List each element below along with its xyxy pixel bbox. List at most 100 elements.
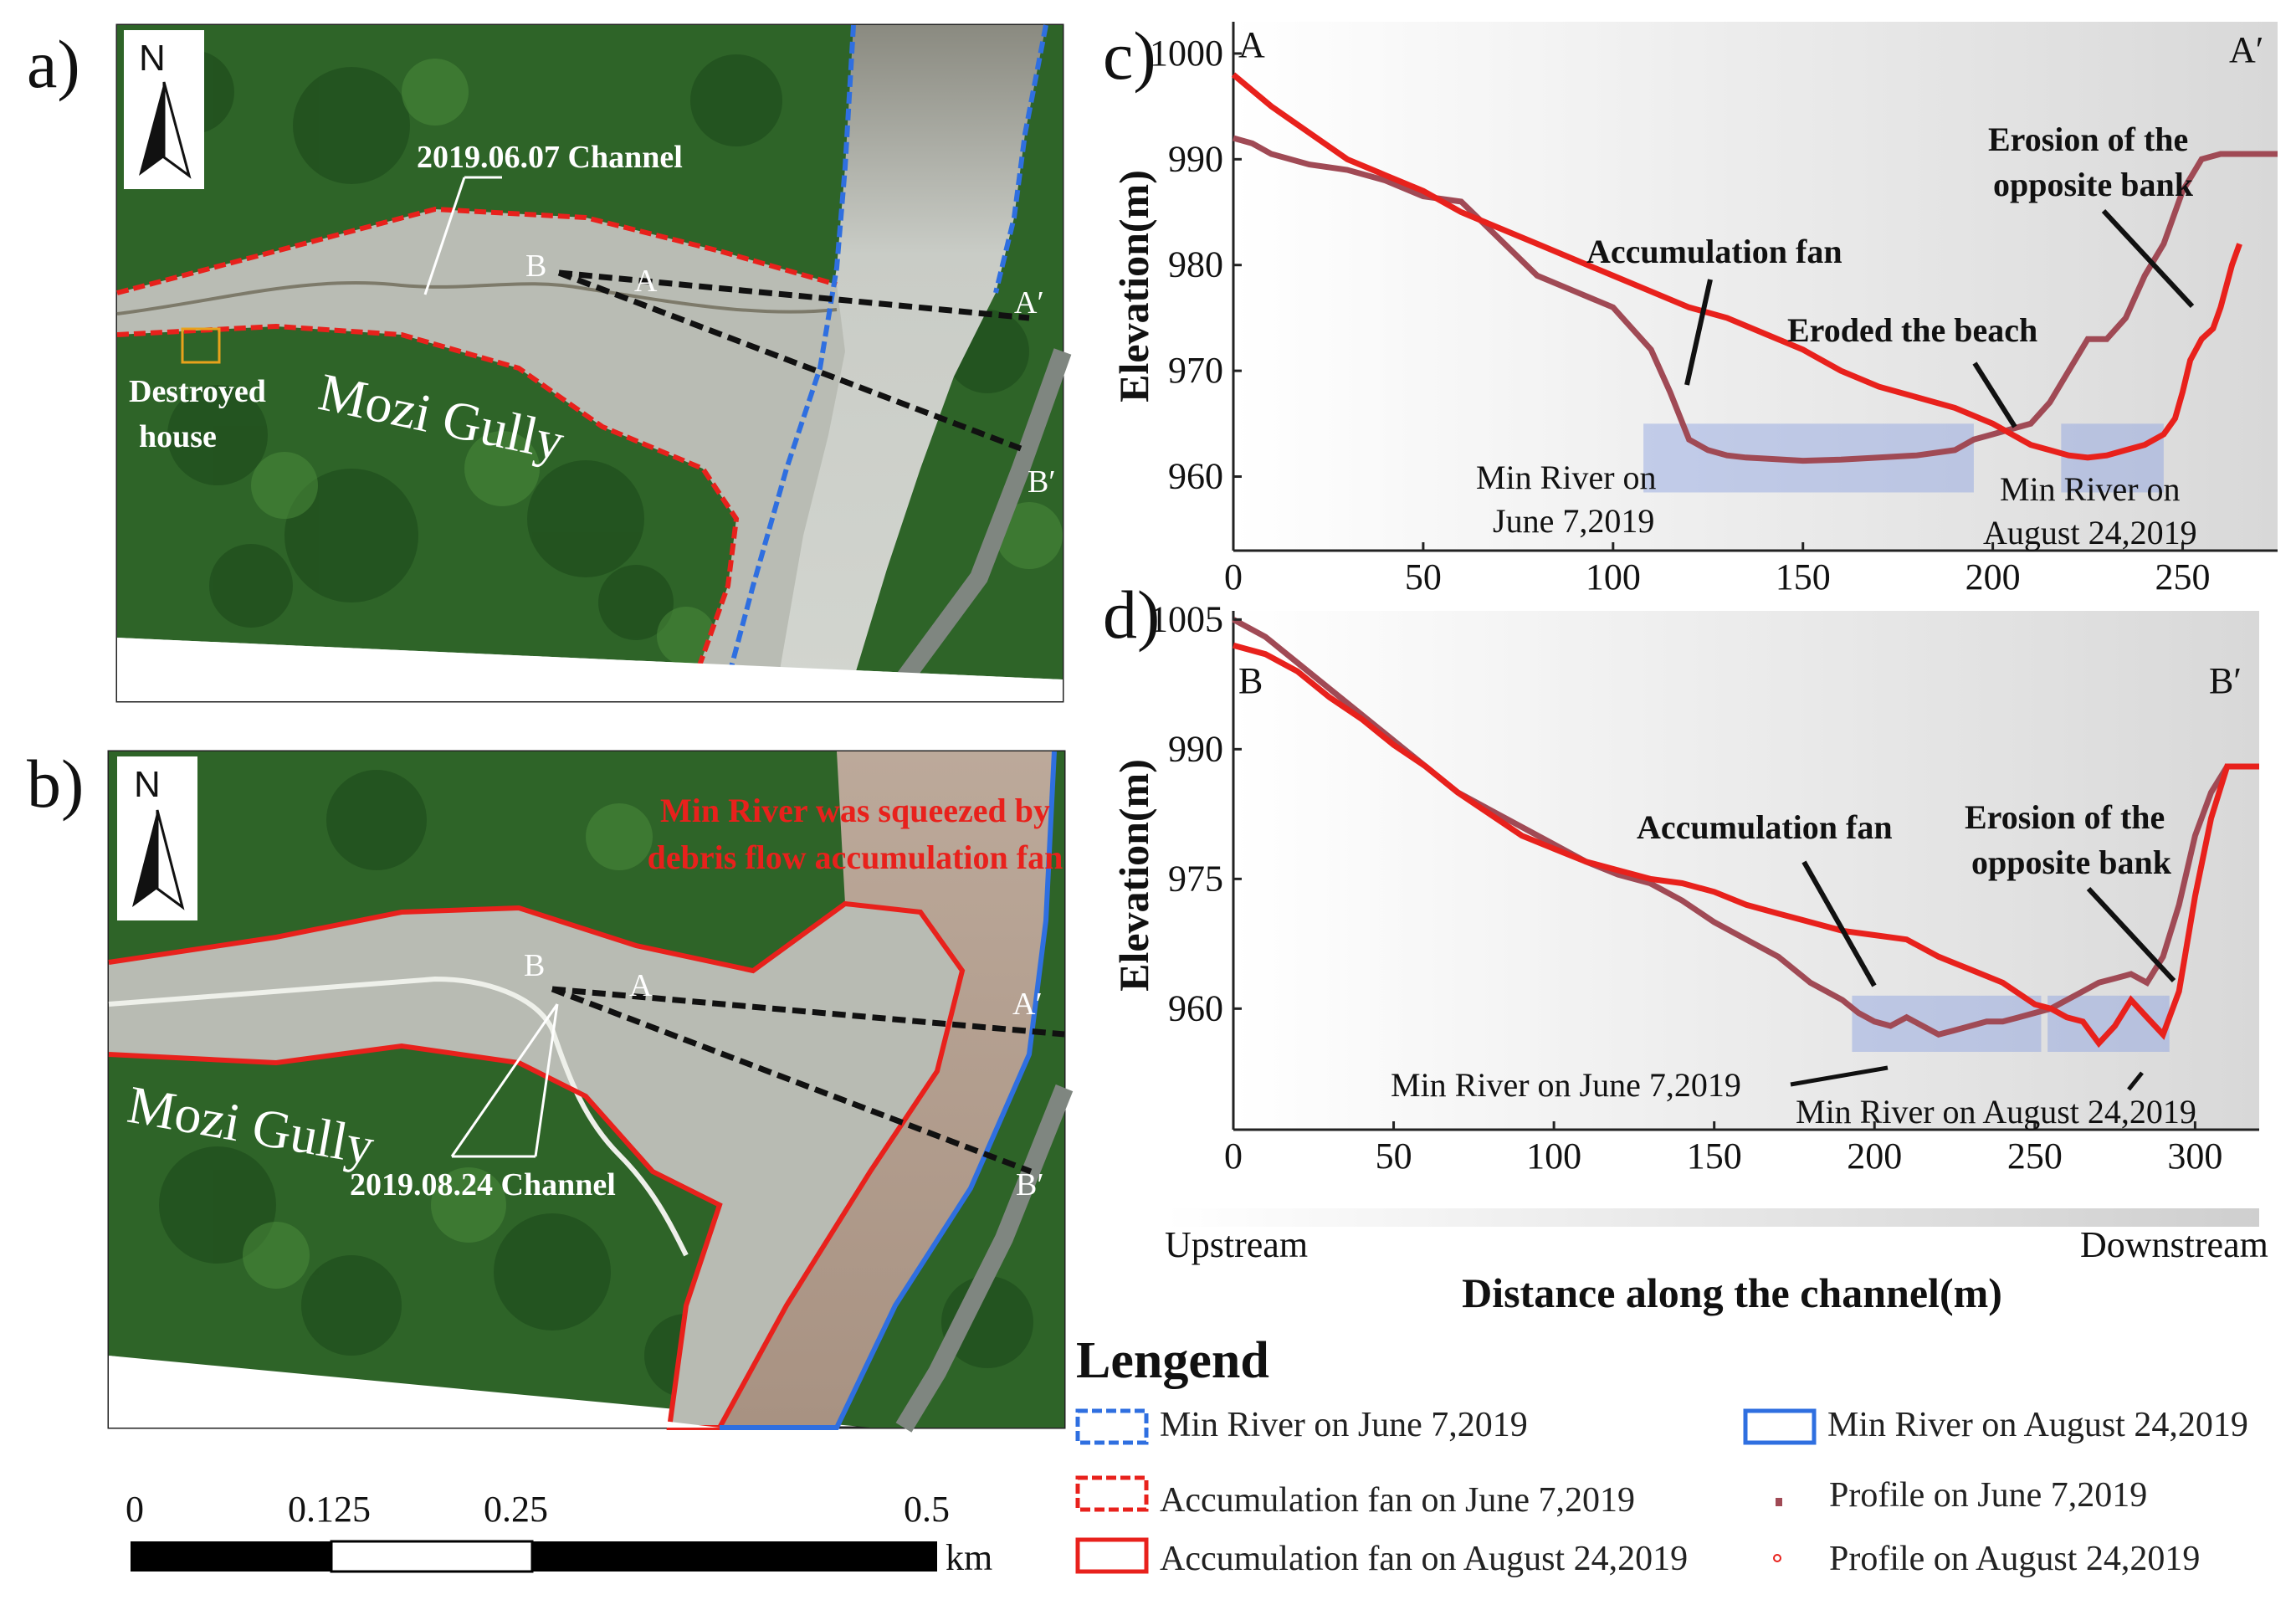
map-a-fan-boundary: [116, 206, 838, 682]
chart-c-anno-june-1: Min River on: [1476, 459, 1657, 496]
chart-c-anno-beach-pointer: [1972, 361, 2017, 428]
chart-d-anno-erosion-1: Erosion of the: [1965, 798, 2165, 836]
chart-c-series-june: [1233, 135, 2278, 464]
d-y-tick-label: 990: [1168, 728, 1223, 769]
chart-d-anno-aug: Min River on August 24,2019: [1796, 1093, 2196, 1131]
scale-seg-1: [131, 1541, 331, 1572]
c-y-tick-label: 970: [1168, 350, 1223, 391]
d-x-tick-label: 0: [1224, 1136, 1243, 1177]
chart-c-plot-bg: [1233, 22, 2278, 551]
chart-c-ylabel: Elevation(m): [1110, 170, 1157, 402]
map-b-squeeze-line-1: Min River was squeezed by: [660, 792, 1050, 829]
map-a-forest-light: [251, 59, 1063, 665]
chart-d-end-label: B′: [2209, 660, 2242, 701]
legend-title: Lengend: [1076, 1332, 1269, 1389]
legend-label-2: Accumulation fan on June 7,2019: [1160, 1481, 1635, 1520]
c-y-tick-label: 980: [1168, 244, 1223, 285]
chart-d-anno-june-pointer: [1790, 1065, 1889, 1087]
map-b-forest-light: [243, 803, 653, 1289]
scale-unit: km: [946, 1537, 992, 1578]
d-x-tick-label: 50: [1376, 1136, 1412, 1177]
map-a-point-a: A: [634, 264, 658, 299]
map-b-point-a: A: [629, 968, 653, 1003]
legend-swatch-aug-fan: [1075, 1537, 1149, 1574]
legend-label-0: Min River on June 7,2019: [1160, 1406, 1528, 1444]
chart-d-anno-aug-pointer: [2127, 1071, 2144, 1091]
legend-swatch-aug-river: [1743, 1408, 1817, 1445]
chart-c-anno-fan-pointer: [1684, 279, 1713, 386]
legend: Lengend Min River on June 7,2019 Min Riv…: [1075, 1332, 2248, 1578]
map-b-profile-a-line: [551, 986, 1065, 1038]
map-b-blank-wedge: [109, 1356, 720, 1428]
chart-c-y-ticks: 960 970 980 990 1000: [1150, 33, 1242, 497]
north-arrow-icon-right: [162, 81, 192, 179]
scale-seg-3: [532, 1541, 937, 1572]
map-a-point-b: B: [525, 249, 546, 284]
scale-label-2: 0.25: [484, 1489, 548, 1530]
chart-d-plot-bg: [1233, 611, 2259, 1130]
map-a-north-label: N: [139, 38, 166, 79]
panel-label-c: c): [1103, 18, 1156, 94]
map-a-point-b-prime: B′: [1028, 464, 1056, 500]
map-a-river-boundary: [725, 24, 1048, 682]
c-y-tick-label: 990: [1168, 138, 1223, 179]
map-b-channel-label: 2019.08.24 Channel: [350, 1167, 616, 1202]
chart-d: 0 50 100 150 200 250 300 960 975 990 1005 B B′ El…: [1110, 598, 2259, 1177]
chart-d-start-label: B: [1238, 660, 1263, 701]
map-a-channel-label: 2019.06.07 Channel: [417, 140, 683, 175]
d-x-tick-label: 250: [2007, 1136, 2063, 1177]
map-b-river-boundary: [720, 751, 1057, 1430]
c-x-tick-label: 100: [1586, 556, 1641, 597]
chart-c-anno-june-2: June 7,2019: [1493, 502, 1654, 540]
d-x-tick-label: 150: [1687, 1136, 1742, 1177]
map-b-point-a-prime: A′: [1012, 987, 1043, 1022]
map-a-profile-b-line: [557, 269, 1022, 452]
north-arrow-icon: [132, 810, 157, 907]
scale-label-1: 0.125: [288, 1489, 371, 1530]
c-x-tick-label: 150: [1776, 556, 1831, 597]
legend-label-5: Profile on August 24,2019: [1829, 1540, 2200, 1578]
c-x-tick-label: 0: [1224, 556, 1243, 597]
map-b-road: [895, 1084, 1074, 1433]
chart-d-anno-erosion-pointer: [2086, 886, 2176, 983]
chart-c-start-label: A: [1238, 24, 1265, 65]
map-b-channel-pointer-1: [450, 1003, 559, 1157]
downstream-label: Downstream: [2080, 1224, 2268, 1265]
d-x-tick-label: 300: [2167, 1136, 2222, 1177]
chart-d-anno-june: Min River on June 7,2019: [1391, 1066, 1741, 1104]
chart-c-anno-erosion-pointer: [2101, 208, 2195, 309]
panel-label-b: b): [27, 746, 84, 822]
legend-swatch-june-river: [1075, 1408, 1149, 1445]
legend-label-3: Profile on June 7,2019: [1829, 1476, 2147, 1515]
flow-gradient-bar: [1165, 1208, 2259, 1227]
chart-c-x-ticks: 0 50 100 150 200 250: [1224, 542, 2211, 597]
scale-seg-2: [330, 1540, 534, 1573]
map-a-point-a-prime: A′: [1014, 285, 1044, 320]
legend-label-4: Accumulation fan on August 24,2019: [1160, 1540, 1688, 1578]
map-a-channel-pointer: [423, 177, 466, 295]
chart-c-series-august: [1231, 72, 2242, 461]
map-b-channel-pointer-2: [534, 1003, 559, 1157]
map-b-profile-b-line: [551, 986, 1033, 1175]
map-b-north-label: N: [134, 764, 161, 805]
map-a-destroyed-label-1: Destroyed: [129, 374, 266, 409]
legend-swatch-june-fan: [1075, 1475, 1149, 1512]
distance-axis-label: Distance along the channel(m): [1462, 1269, 2002, 1316]
d-y-tick-label: 975: [1168, 858, 1223, 899]
chart-d-anno-erosion-2: opposite bank: [1971, 843, 2172, 881]
chart-d-ylabel: Elevation(m): [1110, 759, 1157, 992]
chart-c-anno-aug-2: August 24,2019: [1983, 514, 2197, 551]
chart-c-anno-erosion-1: Erosion of the: [1988, 120, 2188, 158]
map-b-squeeze-line-2: debris flow accumulation fan: [648, 838, 1063, 876]
panel-label-d: d): [1103, 577, 1160, 653]
upstream-label: Upstream: [1165, 1224, 1308, 1265]
chart-d-anno-fan: Accumulation fan: [1637, 808, 1893, 846]
chart-d-y-ticks: 960 975 990 1005: [1150, 598, 1242, 1028]
scale-label-0: 0: [126, 1489, 144, 1530]
chart-c-end-label: A′: [2229, 29, 2263, 70]
map-a-destroyed-label-2: house: [139, 419, 217, 454]
chart-c-anno-erosion-2: opposite bank: [1993, 166, 2194, 203]
map-b-channel-line: [108, 976, 689, 1257]
map-a-gully: [117, 209, 845, 679]
